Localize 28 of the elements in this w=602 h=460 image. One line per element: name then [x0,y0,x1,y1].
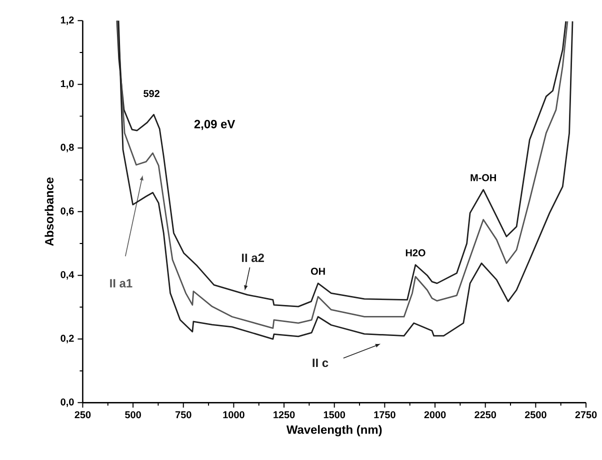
x-tick-label: 2250 [474,411,496,418]
y-axis-title: Absorbance [44,178,54,246]
y-tick-label: 0,8 [60,144,74,152]
x-tick-label: 500 [125,411,141,418]
x-tick-label: 1750 [374,411,396,418]
text: II c [312,358,328,368]
text: II a1 [110,279,132,288]
x-tick-label: 250 [74,411,91,418]
x-tick-label: 2000 [424,411,446,418]
y-tick-label: 0,0 [60,398,74,407]
x-tick-label: 1500 [324,411,346,418]
annotation: M-OH [470,174,496,182]
x-tick-label: 1250 [274,411,295,418]
y-tick-label: 1,2 [60,16,74,25]
annotation: 2,09 eV [194,120,236,130]
x-tick-label: 1000 [223,411,244,418]
annotation: 592 [144,90,160,98]
annotation: OH [310,268,325,275]
text: II a2 [242,254,264,262]
x-tick-label: 2500 [524,411,546,418]
y-tick-label: 0,6 [60,207,74,216]
annotation: H2O [406,249,426,256]
x-tick-label: 750 [175,411,192,418]
x-axis-title: Wavelength (nm) [286,425,382,436]
y-tick-label: 0,4 [60,271,74,280]
y-tick-label: 1,0 [60,80,74,89]
x-tick-label: 2750 [575,411,597,418]
y-tick-label: 0,2 [60,334,74,344]
